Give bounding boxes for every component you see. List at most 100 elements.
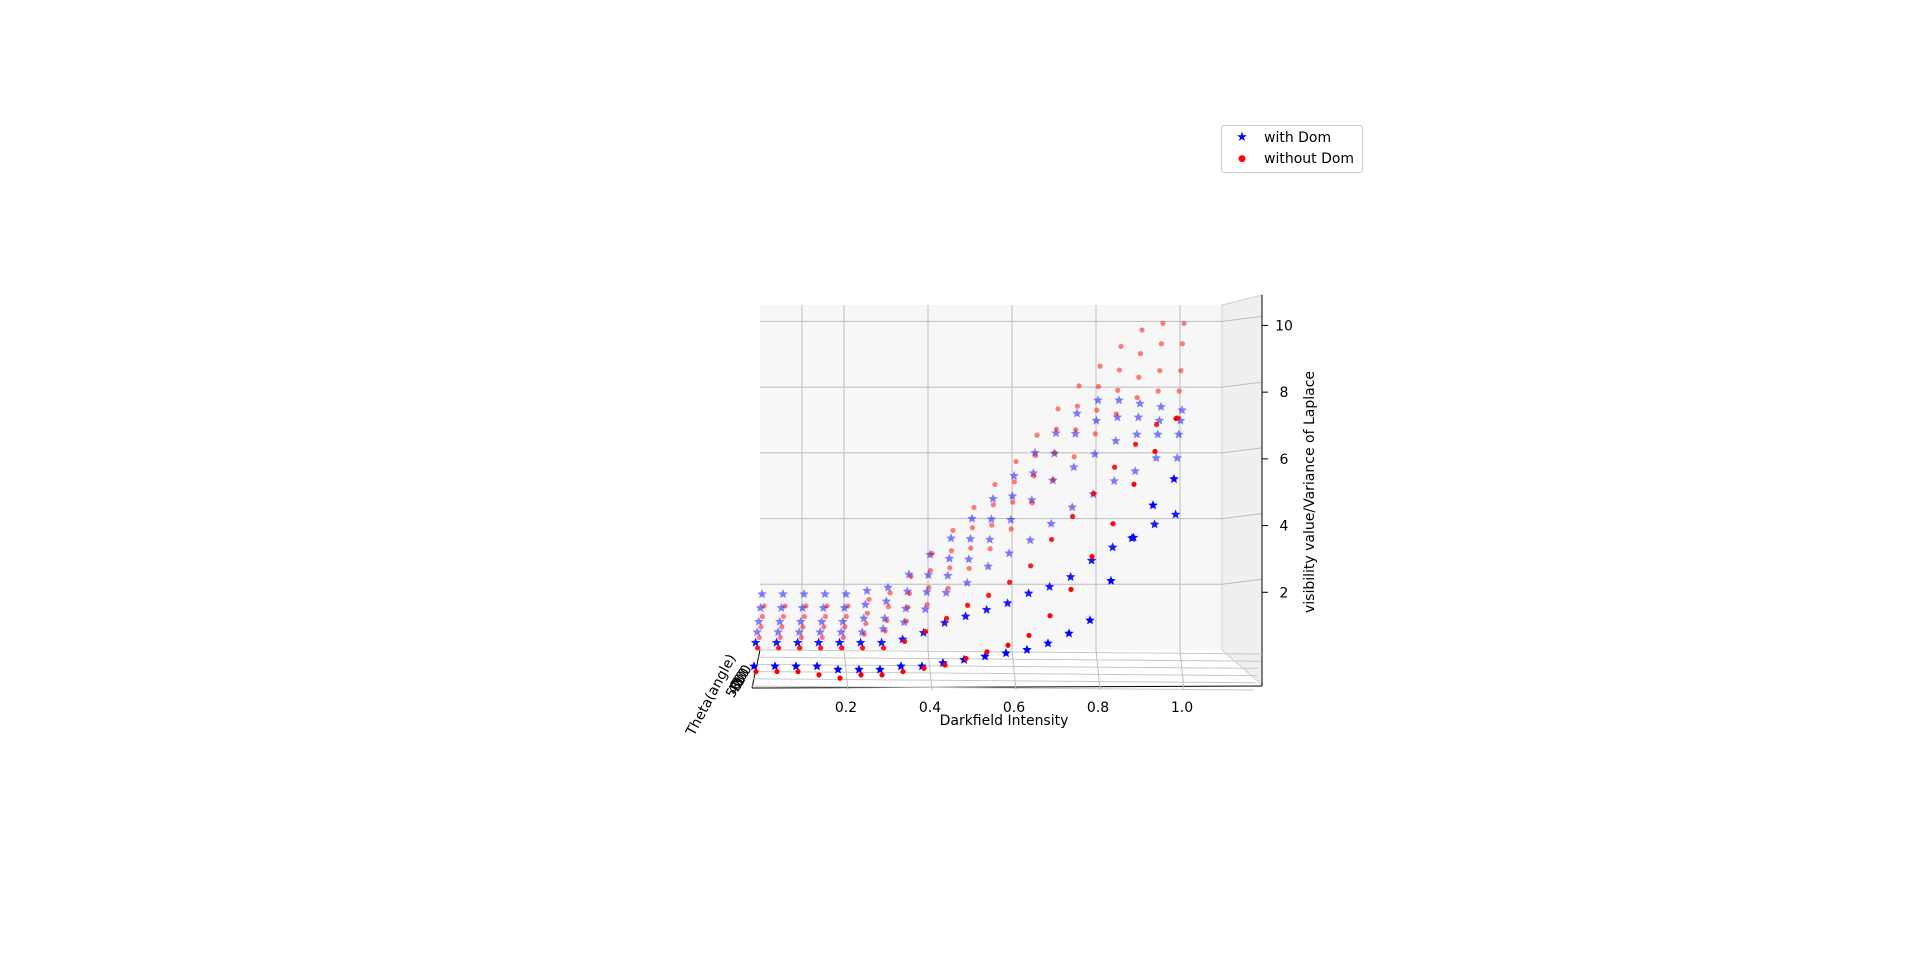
with-dom-point <box>778 589 788 599</box>
with-dom-point <box>1093 395 1103 405</box>
without-dom-point <box>1155 388 1161 394</box>
with-dom-point <box>1156 401 1166 411</box>
with-dom-point <box>812 661 822 671</box>
with-dom-point <box>1153 429 1163 439</box>
without-dom-point <box>926 584 932 591</box>
with-dom-point <box>1109 476 1119 486</box>
with-dom-point <box>818 602 829 612</box>
without-dom-point <box>1136 374 1142 380</box>
without-dom-point <box>819 634 825 641</box>
with-dom-point <box>941 587 951 597</box>
with-dom-point <box>1001 648 1011 658</box>
without-dom-point <box>1028 563 1034 569</box>
x-axis-label: Darkfield Intensity <box>940 713 1069 729</box>
with-dom-point <box>1009 470 1019 480</box>
z-tick-label: 4 <box>1280 519 1289 535</box>
with-dom-point <box>796 616 806 626</box>
without-dom-point <box>908 573 914 580</box>
floor-grid-line <box>753 678 1256 684</box>
without-dom-point <box>1178 368 1184 374</box>
without-dom-point <box>1068 586 1074 593</box>
with-dom-point <box>962 577 972 587</box>
without-dom-point <box>900 668 906 675</box>
without-dom-point <box>984 649 990 655</box>
side-grid-line <box>1221 578 1263 585</box>
theta-tick-label: 20 <box>729 668 751 691</box>
with-dom-point <box>838 616 848 626</box>
without-dom-point <box>1031 473 1037 479</box>
without-dom-point <box>923 628 929 635</box>
floor-depth-line <box>843 649 849 691</box>
with-dom-point <box>749 661 759 671</box>
floor-grid-line <box>751 685 1255 691</box>
with-dom-point <box>985 534 995 544</box>
back-pane <box>760 305 1222 650</box>
without-dom-point <box>1176 388 1182 394</box>
legend-item-without-dom: ● without Dom <box>1230 149 1354 169</box>
with-dom-point <box>834 637 845 647</box>
floor-grid-line <box>759 649 1263 655</box>
with-dom-point <box>775 616 785 626</box>
without-dom-point <box>950 527 956 534</box>
with-dom-point <box>876 637 887 647</box>
with-dom-point <box>1175 415 1186 425</box>
with-dom-point <box>860 599 871 609</box>
x-tick-label: 0.4 <box>919 700 941 716</box>
dot-marker-icon: ● <box>1238 154 1246 164</box>
with-dom-point <box>896 661 906 671</box>
with-dom-point <box>854 664 864 674</box>
with-dom-point <box>1072 408 1082 418</box>
floor-depth-line <box>927 649 933 691</box>
without-dom-point <box>753 668 759 675</box>
without-dom-point <box>1029 500 1035 506</box>
x-axis-line <box>751 685 1263 689</box>
without-dom-point <box>987 546 993 552</box>
with-dom-point <box>1064 628 1074 638</box>
without-dom-point <box>1110 521 1116 527</box>
without-dom-point <box>1157 368 1163 374</box>
with-dom-point <box>757 589 767 599</box>
with-dom-point <box>981 604 992 614</box>
with-dom-point <box>1133 412 1144 422</box>
side-grid-line <box>1221 447 1263 454</box>
without-dom-point <box>840 634 846 641</box>
floor-depth-line <box>1179 649 1185 691</box>
with-dom-point <box>1130 466 1140 476</box>
without-dom-point <box>1011 479 1018 485</box>
with-dom-point <box>986 514 997 524</box>
legend-label: with Dom <box>1264 130 1332 146</box>
without-dom-point <box>1091 490 1097 497</box>
with-dom-point <box>1069 462 1079 472</box>
with-dom-point <box>770 661 780 671</box>
with-dom-point <box>1149 519 1160 529</box>
side-grid-line <box>1221 513 1263 520</box>
with-dom-point <box>1169 474 1179 484</box>
without-dom-point <box>1052 450 1058 456</box>
without-dom-point <box>776 645 782 651</box>
without-dom-point <box>990 502 997 508</box>
with-dom-point <box>1107 542 1118 552</box>
with-dom-point <box>833 664 843 674</box>
with-dom-point <box>841 589 851 599</box>
without-dom-point <box>1005 642 1011 648</box>
with-dom-point <box>1091 415 1102 425</box>
without-dom-point <box>1055 406 1061 412</box>
without-dom-point <box>800 624 806 630</box>
with-dom-point <box>1086 555 1097 565</box>
with-dom-point <box>939 617 950 627</box>
with-dom-point <box>791 661 801 671</box>
without-dom-point <box>822 613 829 620</box>
without-dom-point <box>921 665 927 671</box>
with-dom-point <box>960 611 971 621</box>
with-dom-point <box>1067 502 1077 512</box>
with-dom-point <box>1043 638 1053 648</box>
without-dom-point <box>1089 553 1095 560</box>
z-tick-label: 2 <box>1280 585 1289 601</box>
without-dom-point <box>1160 320 1166 327</box>
theta-tick-label: 30 <box>727 671 749 694</box>
with-dom-point <box>855 637 866 647</box>
without-dom-point <box>1070 513 1076 520</box>
with-dom-point <box>750 637 761 647</box>
without-dom-point <box>774 668 780 675</box>
with-dom-point <box>1002 598 1013 608</box>
